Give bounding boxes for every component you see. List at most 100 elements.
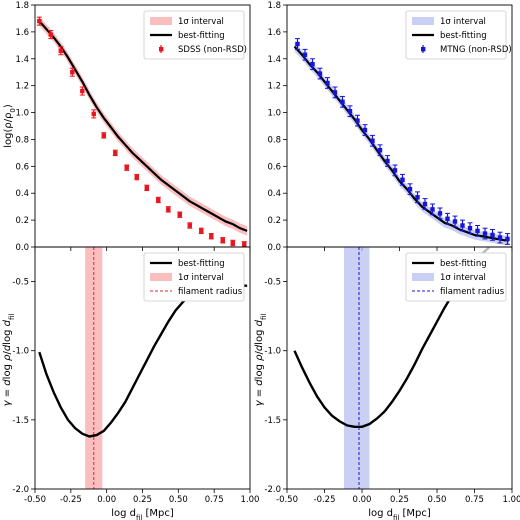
y-tick-label: -0.5 xyxy=(12,278,29,288)
data-point xyxy=(347,109,353,114)
chart-bottom-right: -2.0 -1.5 -1.0 -0.5 -0.50 -0.25 0.00 0.25 0.50 0.… xyxy=(254,246,520,520)
x-tick-label: 1.00 xyxy=(503,495,520,505)
axis-title-part: / xyxy=(2,351,13,355)
data-point xyxy=(80,88,85,94)
axis-title-part: d xyxy=(2,379,13,386)
legend-label: best-fitting xyxy=(178,31,225,41)
data-point xyxy=(437,211,443,216)
best-fit-line xyxy=(38,284,248,438)
axis-title-part: γ = xyxy=(2,386,13,407)
legend-label: best-fitting xyxy=(440,31,487,41)
y-tick-label: 0.4 xyxy=(15,189,29,199)
axis-title-part: d xyxy=(254,379,265,386)
legend-box xyxy=(143,252,245,302)
chart-top-right: 0.0 0.2 0.4 0.6 0.8 1.0 1.2 1.4 1.6 1.8 1σ interva… xyxy=(267,1,513,253)
sigma-band xyxy=(294,41,509,245)
data-point xyxy=(295,41,300,47)
data-point xyxy=(355,118,360,123)
axis-title-part: log xyxy=(254,326,265,344)
legend: 1σ interval best-fitting MTNG (non-RSD) xyxy=(405,10,512,60)
data-point xyxy=(113,150,118,156)
y-tick-label: -2.0 xyxy=(264,485,281,495)
data-point xyxy=(199,228,204,234)
axis-title-part: ρ xyxy=(254,354,265,361)
x-tick-label: 0.00 xyxy=(97,495,116,505)
y-tick-label: -1.5 xyxy=(12,416,29,426)
data-point xyxy=(58,48,63,53)
y-tick-label: 0.0 xyxy=(15,243,29,253)
y-tick-label: 1.4 xyxy=(15,55,29,65)
data-point xyxy=(317,71,323,76)
legend-label: 1σ interval xyxy=(440,17,486,27)
data-point xyxy=(325,80,330,86)
x-tick-label: -0.50 xyxy=(276,495,298,505)
axis-title-part: [Mpc] xyxy=(399,508,431,519)
data-point xyxy=(362,127,368,133)
data-point xyxy=(332,90,338,95)
axis-title-part: log d xyxy=(368,508,393,519)
axis-title-part: log(ρ/ρ xyxy=(3,113,14,148)
data-point xyxy=(482,231,488,236)
data-point xyxy=(177,212,182,217)
x-tick-label: 0.50 xyxy=(169,495,188,505)
data-point xyxy=(230,240,235,246)
data-point xyxy=(302,52,308,57)
legend-label: 1σ interval xyxy=(178,17,224,27)
data-point xyxy=(37,18,42,24)
y-tick-label: 0.4 xyxy=(267,189,281,199)
legend-label: best-fitting xyxy=(178,259,225,269)
data-point xyxy=(48,32,53,37)
data-point xyxy=(134,174,139,180)
axis-title-part: log xyxy=(2,326,13,344)
axis-title-part: log xyxy=(2,361,13,379)
data-point xyxy=(415,195,420,200)
axis-title-part: / xyxy=(254,351,265,355)
x-axis-title: log dfil [Mpc] xyxy=(111,508,174,520)
data-point xyxy=(385,158,390,164)
sigma-band xyxy=(344,247,370,489)
data-point xyxy=(156,197,161,203)
axis-title-part: d xyxy=(254,344,265,351)
y-tick-label: 1.6 xyxy=(15,28,29,38)
x-tick-label: 0.00 xyxy=(353,495,372,505)
data-point xyxy=(124,165,129,170)
data-point xyxy=(475,228,480,234)
axis-title-part: fil xyxy=(136,514,142,520)
chart-bottom-left: -2.0 -1.5 -1.0 -0.5 -0.50 -0.25 0.00 0.25 0.50 0.… xyxy=(2,246,259,520)
y-axis-title: γ = dlog ρ/dlog dfil xyxy=(254,314,268,407)
data-point xyxy=(422,201,428,207)
y-tick-label: 1.4 xyxy=(267,55,281,65)
legend-band-swatch xyxy=(412,273,434,281)
y-tick-label: 1.6 xyxy=(267,28,281,38)
y-tick-label: 0.2 xyxy=(15,216,29,226)
data-point xyxy=(340,99,345,104)
axis-title-part: d xyxy=(254,319,265,326)
chart-top-left: 0.0 0.2 0.4 0.6 0.8 1.0 1.2 1.4 1.6 1.8 log(ρ/ρ0) 1… xyxy=(3,1,251,253)
legend-box xyxy=(405,252,507,302)
legend-band-swatch xyxy=(150,273,172,281)
legend-point-swatch xyxy=(159,47,164,52)
data-point xyxy=(220,238,225,243)
x-tick-label: 0.25 xyxy=(133,495,152,505)
plot-area xyxy=(293,38,510,245)
data-point xyxy=(377,148,383,153)
legend-label: best-fitting xyxy=(440,259,487,269)
y-tick-label: 0.6 xyxy=(15,162,29,172)
data-point xyxy=(310,61,315,67)
axis-title-part: log d xyxy=(111,508,136,519)
data-point xyxy=(505,236,510,242)
y-tick-label: 0.0 xyxy=(267,243,281,253)
y-tick-label: 1.2 xyxy=(15,82,29,92)
data-point xyxy=(209,234,214,239)
legend-label: MTNG (non-RSD) xyxy=(440,45,512,55)
legend-label: filament radius xyxy=(178,287,243,297)
legend-label: filament radius xyxy=(440,287,505,297)
x-tick-label: 0.50 xyxy=(428,495,447,505)
data-point xyxy=(497,235,503,240)
data-point xyxy=(187,223,192,228)
plot-area xyxy=(36,16,248,247)
x-tick-label: 0.25 xyxy=(390,495,409,505)
legend-label: 1σ interval xyxy=(440,273,486,283)
data-point xyxy=(166,207,171,212)
data-point xyxy=(242,242,247,247)
